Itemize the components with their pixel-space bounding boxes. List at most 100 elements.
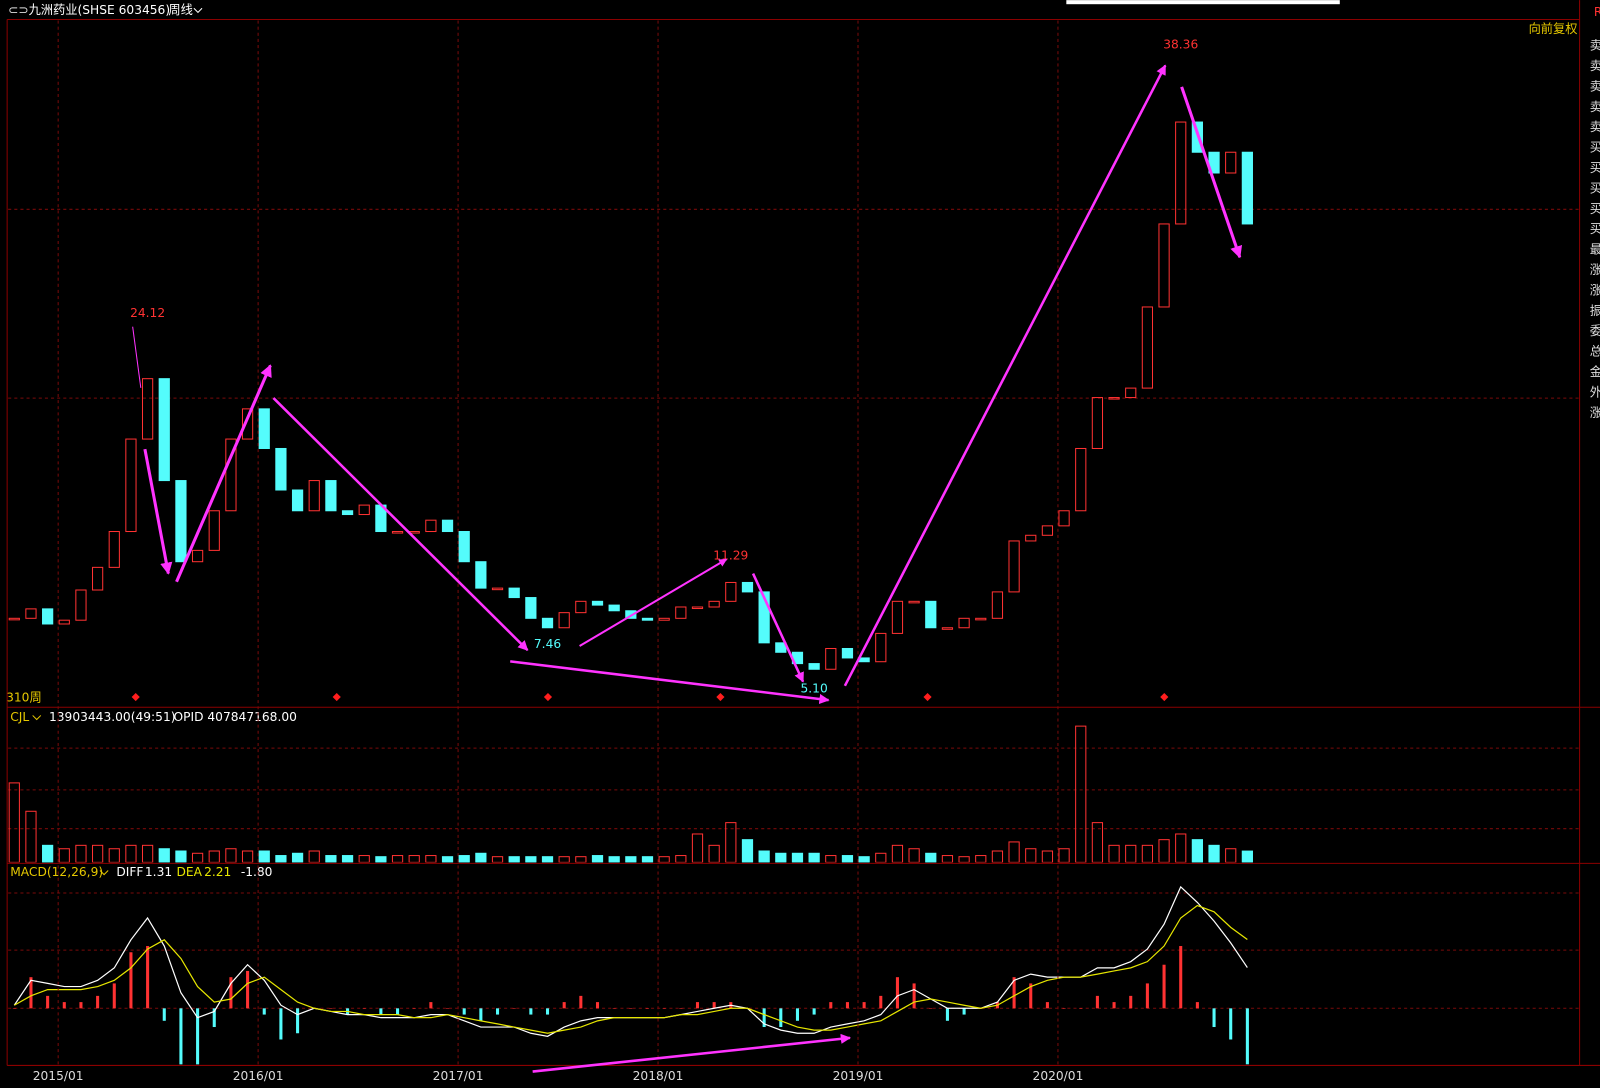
candle bbox=[291, 489, 304, 512]
candle bbox=[42, 608, 54, 625]
x-tick-label: 2020/01 bbox=[1033, 1069, 1084, 1083]
volume-bar bbox=[225, 848, 237, 863]
volume-bar bbox=[741, 839, 754, 863]
side-panel: 卖卖卖卖卖买买买买买最涨涨振委总金外涨 bbox=[1590, 39, 1600, 420]
candle bbox=[1075, 447, 1087, 512]
candle bbox=[1025, 534, 1037, 542]
macd-bar bbox=[262, 1008, 266, 1015]
macd-bar bbox=[812, 1008, 816, 1015]
volume-bar bbox=[1108, 844, 1120, 863]
candle bbox=[575, 600, 587, 614]
candle bbox=[1241, 151, 1253, 225]
candle bbox=[708, 600, 720, 608]
candle bbox=[425, 519, 437, 533]
candle bbox=[25, 608, 37, 619]
volume-title[interactable]: CJL bbox=[10, 710, 29, 724]
volume-bar bbox=[558, 856, 570, 863]
volume-bar bbox=[1058, 848, 1070, 863]
macd-bar bbox=[46, 995, 50, 1009]
macd-title[interactable]: MACD(12,26,9) bbox=[10, 865, 103, 879]
macd-bar bbox=[712, 1002, 716, 1009]
candle bbox=[658, 617, 670, 621]
candle bbox=[175, 480, 187, 563]
candle bbox=[808, 663, 820, 670]
candle bbox=[825, 647, 837, 670]
candle bbox=[641, 617, 654, 621]
volume-bar bbox=[625, 856, 637, 863]
volume-bar bbox=[691, 833, 704, 863]
macd-line bbox=[13, 904, 1248, 1034]
candle bbox=[725, 581, 737, 602]
candle bbox=[308, 480, 320, 512]
volume-opid: OPID 407847168.00 bbox=[173, 710, 296, 724]
candle bbox=[125, 438, 137, 533]
macd-bar bbox=[412, 1008, 416, 1009]
candle bbox=[341, 510, 354, 516]
volume-bar bbox=[408, 855, 420, 863]
candle bbox=[875, 632, 887, 663]
side-label: 最 bbox=[1590, 243, 1600, 257]
volume-bar bbox=[1191, 839, 1203, 863]
volume-bar bbox=[908, 848, 920, 863]
macd-bar bbox=[462, 1008, 466, 1015]
volume-bar bbox=[291, 852, 304, 863]
price-annotation: 24.12 bbox=[130, 306, 165, 320]
side-label: 买 bbox=[1590, 181, 1600, 195]
macd-dropdown[interactable] bbox=[99, 870, 109, 876]
side-label: 总 bbox=[1590, 345, 1600, 359]
macd-bar bbox=[96, 995, 100, 1009]
x-tick-label: 2018/01 bbox=[633, 1069, 684, 1083]
macd-bar bbox=[1129, 995, 1133, 1009]
volume-bar bbox=[25, 810, 37, 863]
macd-bar bbox=[179, 1008, 183, 1065]
macd-bar bbox=[629, 1008, 633, 1009]
adjust-mode[interactable]: 向前复权 bbox=[1529, 21, 1578, 36]
period-dropdown[interactable] bbox=[193, 7, 203, 14]
plot-area: 2015/01 2016/01 2017/01 2018/01 2019/01 2020/… bbox=[8, 20, 1253, 1083]
volume-bar bbox=[175, 850, 187, 863]
macd-bar bbox=[1029, 983, 1033, 1009]
macd-bar bbox=[446, 1008, 450, 1009]
macd-bar bbox=[529, 1008, 533, 1015]
period[interactable]: 周线 bbox=[168, 3, 192, 17]
macd-bar bbox=[429, 1002, 433, 1009]
side-label: 涨 bbox=[1590, 405, 1600, 420]
side-label: 买 bbox=[1590, 222, 1600, 236]
volume-bar bbox=[525, 856, 537, 863]
volume-bar bbox=[108, 848, 120, 863]
macd-bar bbox=[595, 1002, 600, 1009]
volume-bar bbox=[341, 855, 354, 863]
volume-bar bbox=[1225, 848, 1237, 863]
macd-bar bbox=[1229, 1008, 1233, 1040]
macd-bar bbox=[129, 952, 133, 1009]
diff-name: DIFF bbox=[116, 865, 143, 879]
volume-bar bbox=[575, 856, 587, 863]
macd-bar bbox=[1245, 1008, 1249, 1065]
candle bbox=[191, 549, 204, 563]
side-label: 卖 bbox=[1590, 59, 1600, 73]
macd-bar bbox=[512, 1008, 516, 1009]
volume-bar bbox=[491, 856, 504, 863]
candle bbox=[741, 581, 754, 593]
volume-bar bbox=[1241, 850, 1253, 863]
candle bbox=[908, 600, 920, 604]
volume-bar bbox=[191, 852, 204, 863]
candle bbox=[1125, 387, 1137, 399]
volume-bar bbox=[941, 855, 954, 863]
volume-value: 13903443.00(49:51) bbox=[49, 710, 176, 724]
macd-bar bbox=[545, 1008, 550, 1015]
candle bbox=[108, 531, 120, 568]
candle bbox=[1175, 121, 1187, 225]
volume-bar bbox=[641, 856, 654, 863]
candle bbox=[508, 587, 520, 599]
volume-bar bbox=[1091, 822, 1104, 863]
volume-bar bbox=[1158, 839, 1170, 863]
macd-bar bbox=[396, 1008, 400, 1015]
volume-bar bbox=[58, 848, 70, 863]
volume-dropdown[interactable] bbox=[32, 715, 42, 721]
dea-name: DEA bbox=[177, 865, 203, 879]
macd-bar bbox=[112, 983, 116, 1009]
side-label: 买 bbox=[1590, 161, 1600, 175]
candle bbox=[1058, 510, 1070, 527]
volume-bar bbox=[975, 855, 987, 863]
